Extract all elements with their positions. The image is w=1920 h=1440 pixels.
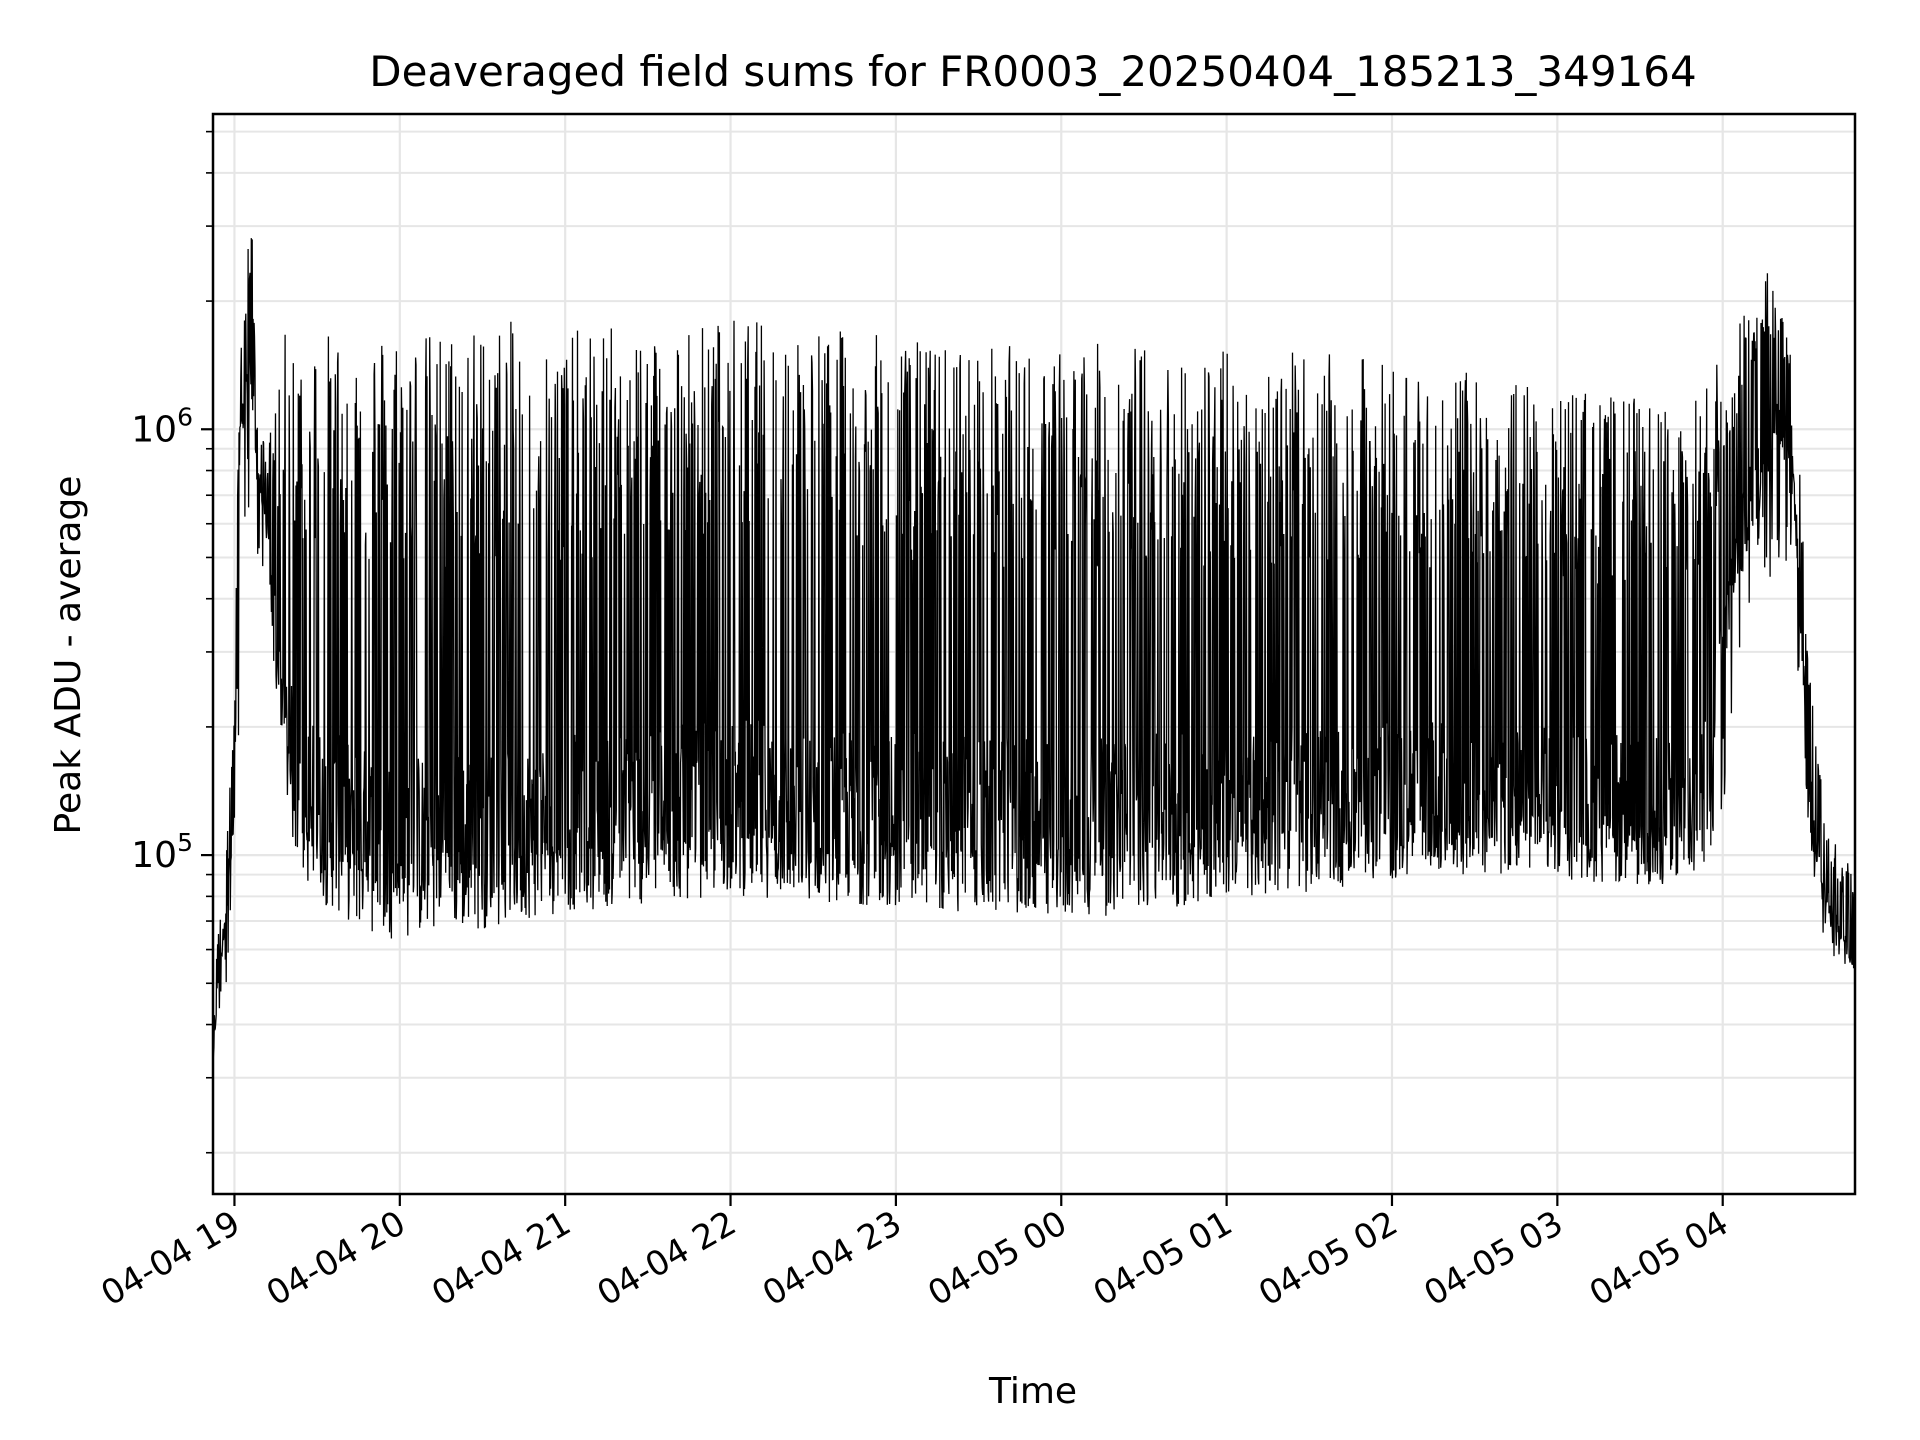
y-tick-exponent: 5 [177,828,193,857]
y-tick-base: 10 [131,409,177,450]
chart-title: Deaveraged field sums for FR0003_2025040… [369,47,1697,96]
y-axis-label: Peak ADU - average [48,476,89,835]
y-tick-label: 105 [131,828,193,876]
series-line [212,238,1856,1067]
plot-frame [211,112,1857,1196]
x-axis-label: Time [988,1371,1077,1412]
y-tick-exponent: 6 [177,402,193,431]
y-tick-base: 10 [131,835,177,876]
data-series [212,238,1856,1067]
y-tick-label: 106 [131,402,193,450]
